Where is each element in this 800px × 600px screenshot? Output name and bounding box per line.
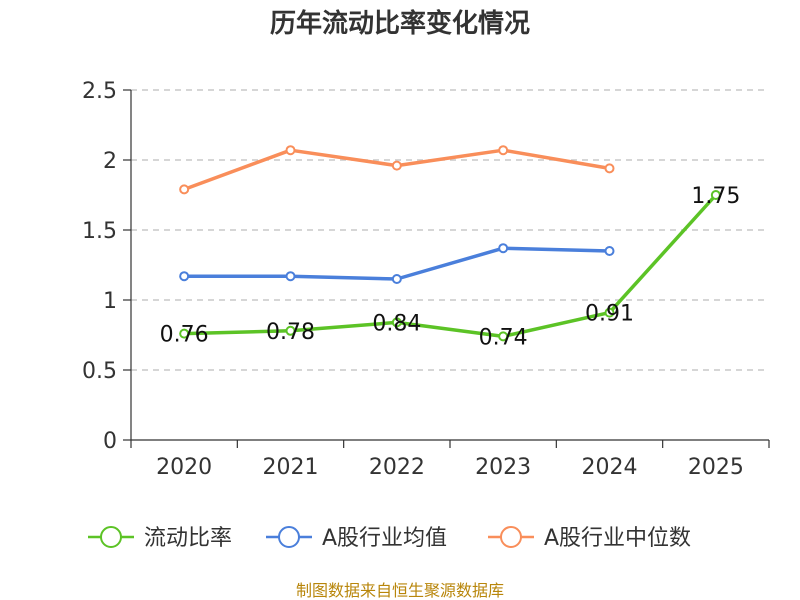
grid-lines (131, 89, 769, 371)
legend-marker (278, 526, 300, 548)
data-labels: 0.76 0.78 0.84 0.74 0.91 1.75 (160, 184, 741, 350)
y-tick-label: 2 (103, 149, 117, 174)
legend-marker (500, 526, 522, 548)
legend: 流动比率 A股行业均值 A股行业中位数 (88, 526, 691, 551)
data-point (391, 274, 402, 284)
data-point (285, 271, 296, 282)
data-point (179, 184, 190, 195)
chart-title: 历年流动比率变化情况 (270, 8, 530, 39)
x-tick-label: 2025 (688, 455, 744, 480)
data-point (498, 145, 509, 156)
x-tick-label: 2020 (156, 455, 212, 480)
legend-marker (100, 526, 122, 548)
data-point (391, 317, 402, 328)
data-point (179, 271, 190, 282)
y-tick-label: 0 (103, 429, 117, 454)
y-tick-label: 1 (103, 289, 117, 314)
x-tick-label: 2022 (369, 455, 425, 480)
series-line (182, 193, 718, 339)
data-label: 0.78 (266, 320, 315, 345)
data-point (498, 331, 509, 342)
data-label: 1.75 (691, 184, 740, 209)
data-label: 0.74 (479, 325, 528, 350)
axes: 0 0.5 1 1.5 2 2.5 2020 2021 2022 2023 2024 2025 (82, 79, 770, 480)
data-point (285, 325, 296, 336)
data-point (498, 243, 509, 254)
y-tick-label: 0.5 (82, 359, 117, 384)
data-point (710, 190, 721, 200)
legend-item: 流动比率 (88, 526, 232, 551)
legend-label: A股行业中位数 (544, 526, 691, 551)
legend-label: 流动比率 (144, 526, 232, 551)
data-label: 0.91 (585, 302, 634, 327)
data-point (604, 307, 615, 318)
data-point (285, 145, 296, 156)
series-lines (179, 145, 721, 342)
data-point (391, 160, 402, 171)
legend-item: A股行业均值 (266, 526, 447, 551)
x-tick-label: 2024 (582, 455, 638, 480)
data-label: 0.76 (160, 323, 209, 348)
data-point (604, 246, 615, 256)
y-tick-label: 2.5 (82, 79, 117, 104)
data-label: 0.84 (372, 311, 421, 336)
data-point (604, 163, 615, 174)
x-tick-label: 2023 (475, 455, 531, 480)
x-tick-label: 2021 (263, 455, 319, 480)
data-point (179, 328, 190, 339)
source-note: 制图数据来自恒生聚源数据库 (296, 581, 504, 600)
legend-label: A股行业均值 (322, 526, 447, 551)
y-tick-label: 1.5 (82, 219, 117, 244)
legend-item: A股行业中位数 (488, 526, 691, 551)
